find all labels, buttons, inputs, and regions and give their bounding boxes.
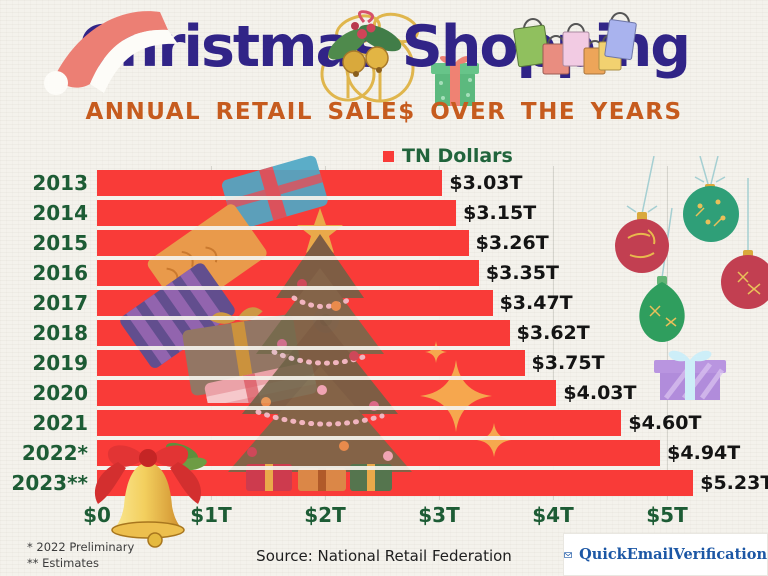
page-subtitle: ANNUAL RETAIL SALE$ OVER THE YEARS <box>85 99 683 125</box>
bar <box>97 470 694 496</box>
bar-value-label: $4.03T <box>563 382 637 404</box>
bar-track: $3.26T <box>97 228 768 258</box>
legend-swatch-icon <box>383 150 394 162</box>
year-label: 2019 <box>32 351 88 375</box>
chart-row: 2019 $3.75T <box>0 348 768 378</box>
bar-track: $3.35T <box>97 258 768 288</box>
year-label: 2022* <box>21 441 88 465</box>
bar-track: $4.03T <box>97 378 768 408</box>
year-label: 2015 <box>32 231 88 255</box>
bar <box>97 350 525 376</box>
bar <box>97 380 557 406</box>
brand-name: QuickEmailVerification <box>579 546 767 563</box>
bar <box>97 200 457 226</box>
x-tick-label: $5T <box>646 503 688 527</box>
chart-row: 2022* $4.94T <box>0 438 768 468</box>
bar-value-label: $4.60T <box>628 412 702 434</box>
chart-row: 2021 $4.60T <box>0 408 768 438</box>
bar-track: $3.03T <box>97 168 768 198</box>
bar-value-label: $3.75T <box>531 352 605 374</box>
year-label: 2020 <box>32 381 88 405</box>
bar-value-label: $5.23T <box>700 472 768 494</box>
footnotes: * 2022 Preliminary ** Estimates <box>27 539 134 571</box>
chart-row: 2014 $3.15T <box>0 198 768 228</box>
year-label: 2018 <box>32 321 88 345</box>
x-tick-label: $2T <box>304 503 346 527</box>
gridline <box>553 166 554 500</box>
envelope-icon <box>564 551 573 558</box>
x-tick-label: $3T <box>418 503 460 527</box>
bar <box>97 290 493 316</box>
bar-track: $5.23T <box>97 468 768 498</box>
bar <box>97 230 469 256</box>
chart-row: 2016 $3.35T <box>0 258 768 288</box>
bar-value-label: $3.15T <box>463 202 537 224</box>
chart-row: 2023** $5.23T <box>0 468 768 498</box>
bar-value-label: $3.62T <box>516 322 590 344</box>
x-axis: $0 $1T $2T $3T $4T $5T <box>0 503 768 531</box>
bar <box>97 320 510 346</box>
bar-track: $3.62T <box>97 318 768 348</box>
x-tick-label: $0 <box>83 503 111 527</box>
year-label: 2016 <box>32 261 88 285</box>
chart-row: 2017 $3.47T <box>0 288 768 318</box>
legend-label: TN Dollars <box>402 145 513 167</box>
year-label: 2014 <box>32 201 88 225</box>
bar-track: $4.60T <box>97 408 768 438</box>
chart-row: 2018 $3.62T <box>0 318 768 348</box>
bar-value-label: $4.94T <box>667 442 741 464</box>
page-title: Christmas Shopping <box>78 14 691 80</box>
chart-row: 2015 $3.26T <box>0 228 768 258</box>
brand-logo[interactable]: QuickEmailVerification <box>563 533 768 576</box>
bar-value-label: $3.26T <box>475 232 549 254</box>
bar-track: $3.75T <box>97 348 768 378</box>
bar-track: $3.47T <box>97 288 768 318</box>
bar <box>97 440 661 466</box>
bar-value-label: $3.35T <box>485 262 559 284</box>
chart-row: 2013 $3.03T <box>0 168 768 198</box>
chart-row: 2020 $4.03T <box>0 378 768 408</box>
chart-rows: 2013 $3.03T 2014 $3.15T 2015 $3.26T 2016 $3.35T… <box>0 168 768 498</box>
footnote-preliminary: * 2022 Preliminary <box>27 540 135 554</box>
year-label: 2021 <box>32 411 88 435</box>
bar-value-label: $3.03T <box>449 172 523 194</box>
source-text: Source: National Retail Federation <box>256 547 512 565</box>
bar-track: $4.94T <box>97 438 768 468</box>
bar-value-label: $3.47T <box>499 292 573 314</box>
x-tick-label: $4T <box>532 503 574 527</box>
x-tick-label: $1T <box>190 503 232 527</box>
year-label: 2023** <box>11 471 88 495</box>
bar <box>97 410 622 436</box>
bar-track: $3.15T <box>97 198 768 228</box>
footnote-estimates: ** Estimates <box>27 556 99 570</box>
year-label: 2017 <box>32 291 88 315</box>
year-label: 2013 <box>32 171 88 195</box>
legend: TN Dollars <box>383 145 513 167</box>
bar <box>97 170 443 196</box>
bar <box>97 260 479 286</box>
